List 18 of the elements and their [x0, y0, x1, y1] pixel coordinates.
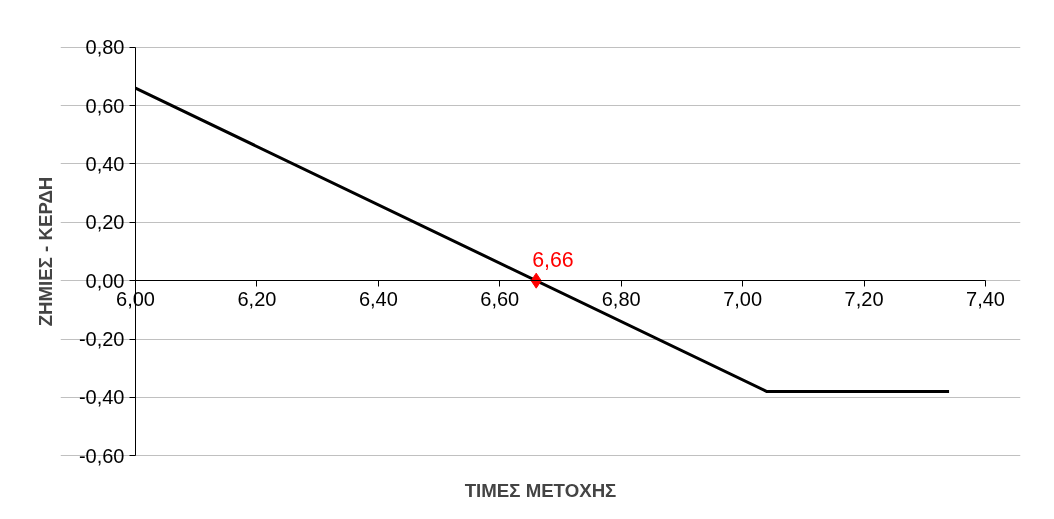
y-tick-label: 0,00: [85, 269, 125, 292]
y-axis-title: ΖΗΜΙΕΣ - ΚΕΡΔΗ: [34, 176, 56, 327]
y-tick-label: 0,20: [85, 211, 125, 234]
x-tick-label: 6,20: [237, 287, 277, 310]
x-tick-label: 7,20: [844, 287, 884, 310]
y-tick-label: -0,40: [78, 386, 125, 409]
x-tick-label: 7,00: [723, 287, 763, 310]
x-tick-label: 6,80: [601, 287, 641, 310]
x-tick-label: 7,40: [966, 287, 1005, 310]
y-tick-label: 0,40: [85, 152, 125, 175]
y-tick-label: 0,80: [85, 36, 125, 59]
y-tick-label: 0,60: [85, 94, 125, 117]
y-tick-label: -0,60: [78, 444, 125, 467]
x-tick-label: 6,60: [480, 287, 520, 310]
y-tick-label: -0,20: [78, 328, 125, 351]
x-tick-label: 6,40: [358, 287, 398, 310]
x-axis-title: ΤΙΜΕΣ ΜΕΤΟΧΗΣ: [464, 479, 617, 501]
annotation: 6,66: [532, 247, 574, 272]
